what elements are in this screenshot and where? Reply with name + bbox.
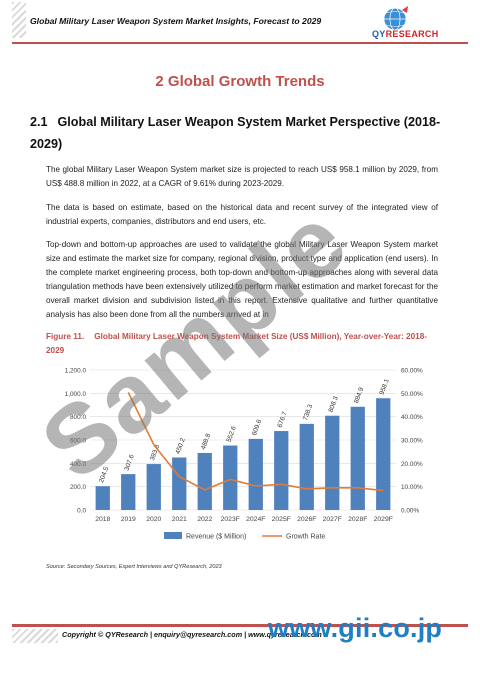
- data-label: 808.3: [328, 395, 340, 413]
- y2-tick-label: 30.00%: [401, 438, 423, 445]
- x-tick-label: 2022: [197, 516, 212, 523]
- footer-decoration: [12, 629, 58, 643]
- bar: [223, 445, 238, 510]
- bar: [350, 406, 365, 510]
- bar: [299, 423, 314, 510]
- bar: [95, 486, 110, 510]
- bar: [197, 452, 212, 510]
- bar: [248, 438, 263, 510]
- x-tick-label: 2024F: [246, 516, 265, 523]
- data-label: 204.5: [98, 466, 110, 484]
- x-tick-label: 2019: [121, 516, 136, 523]
- section-heading: 2.1 Global Military Laser Weapon System M…: [30, 111, 450, 155]
- legend-swatch-revenue: [164, 532, 182, 539]
- data-label: 488.8: [200, 432, 212, 450]
- x-tick-label: 2018: [95, 516, 110, 523]
- y2-tick-label: 60.00%: [401, 368, 423, 375]
- logo-text-accent: RESEARCH: [385, 29, 439, 39]
- x-tick-label: 2021: [172, 516, 187, 523]
- data-label: 738.3: [302, 403, 314, 421]
- y2-tick-label: 10.00%: [401, 484, 423, 491]
- x-tick-label: 2025F: [272, 516, 291, 523]
- y-tick-label: 1,000.0: [65, 391, 87, 398]
- figure-label: Figure 11.: [46, 332, 85, 341]
- section-number: 2.1: [30, 115, 48, 129]
- x-tick-label: 2029F: [374, 516, 393, 523]
- legend-label-revenue: Revenue ($ Million): [186, 534, 246, 541]
- section-title: Global Military Laser Weapon System Mark…: [30, 115, 441, 151]
- data-label: 884.9: [353, 386, 365, 404]
- header-divider: [12, 42, 468, 44]
- y-tick-label: 1,200.0: [65, 368, 87, 375]
- data-label: 609.6: [251, 418, 263, 436]
- y2-tick-label: 50.00%: [401, 391, 423, 398]
- legend-label-growth: Growth Rate: [286, 534, 325, 541]
- y2-tick-label: 0.00%: [401, 508, 419, 515]
- source-note: Source: Secondary Sources, Expert Interv…: [46, 564, 222, 570]
- paragraph-methodology: Top-down and bottom-up approaches are us…: [46, 240, 438, 319]
- paragraph-data-basis: The data is based on estimate, based on …: [46, 203, 438, 226]
- bar: [325, 415, 340, 510]
- report-title: Global Military Laser Weapon System Mark…: [30, 16, 322, 26]
- x-tick-label: 2027F: [323, 516, 342, 523]
- logo-text-main: QY: [372, 29, 386, 39]
- y-tick-label: 400.0: [70, 461, 86, 468]
- footer-divider: [12, 624, 468, 627]
- footer-copyright: Copyright © QYResearch | enquiry@qyresea…: [62, 630, 322, 639]
- header-decoration: [12, 2, 26, 38]
- y2-tick-label: 20.00%: [401, 461, 423, 468]
- data-label: 676.7: [277, 411, 289, 429]
- data-label: 552.6: [226, 425, 238, 443]
- figure-title: Global Military Laser Weapon System Mark…: [46, 332, 428, 355]
- y-tick-label: 200.0: [70, 484, 86, 491]
- y-tick-label: 800.0: [70, 414, 86, 421]
- bar: [172, 457, 187, 510]
- gii-logo[interactable]: www.gii.co.jp: [268, 613, 443, 643]
- bar: [274, 431, 289, 510]
- figure-caption: Figure 11. Global Military Laser Weapon S…: [46, 330, 441, 358]
- logo-wordmark: QYRESEARCH: [372, 29, 439, 39]
- paragraph-market-size: The global Military Laser Weapon System …: [46, 165, 438, 188]
- x-tick-label: 2028F: [348, 516, 367, 523]
- x-tick-label: 2023F: [221, 516, 240, 523]
- bar: [121, 474, 136, 510]
- data-label: 307.6: [124, 454, 136, 472]
- market-size-chart: 0.0 200.0 400.0 600.0 800.0 1,000.0 1,200.0 0.0…: [65, 368, 423, 541]
- data-label: 450.2: [175, 437, 187, 455]
- bar: [376, 398, 391, 510]
- y2-tick-label: 40.00%: [401, 414, 423, 421]
- page-header: Global Military Laser Weapon System Mark…: [0, 0, 480, 52]
- x-tick-label: 2026F: [297, 516, 316, 523]
- chapter-heading: 2 Global Growth Trends: [155, 73, 325, 90]
- y-tick-label: 0.0: [77, 508, 86, 515]
- growth-rate-line: [127, 392, 384, 492]
- x-tick-label: 2020: [146, 516, 161, 523]
- bar: [146, 464, 161, 510]
- qyresearch-logo: [383, 6, 408, 31]
- y-tick-label: 600.0: [70, 438, 86, 445]
